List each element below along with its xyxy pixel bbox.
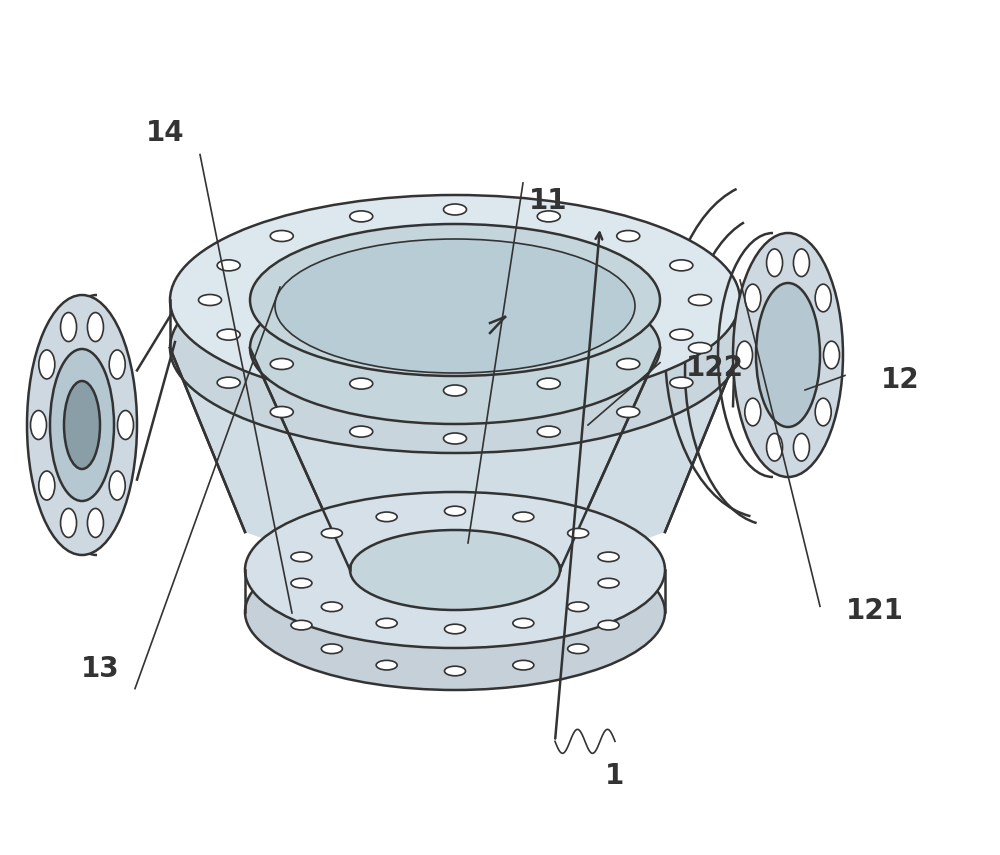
Ellipse shape (291, 578, 312, 588)
Ellipse shape (275, 239, 635, 373)
Ellipse shape (291, 621, 312, 630)
Ellipse shape (87, 509, 103, 538)
Ellipse shape (170, 195, 740, 405)
Ellipse shape (513, 660, 534, 670)
Ellipse shape (513, 512, 534, 522)
Text: 13: 13 (81, 655, 119, 682)
Ellipse shape (824, 341, 840, 369)
Ellipse shape (64, 381, 100, 469)
Ellipse shape (321, 528, 342, 538)
Ellipse shape (87, 313, 103, 341)
Text: 14: 14 (146, 119, 184, 146)
Ellipse shape (61, 509, 77, 538)
Ellipse shape (350, 530, 560, 610)
Ellipse shape (745, 398, 761, 426)
Ellipse shape (250, 224, 660, 376)
Ellipse shape (217, 260, 240, 271)
Ellipse shape (688, 343, 712, 353)
Ellipse shape (270, 231, 293, 241)
Ellipse shape (321, 602, 342, 611)
Ellipse shape (815, 284, 831, 312)
Text: 122: 122 (686, 354, 744, 381)
Ellipse shape (537, 426, 560, 437)
Ellipse shape (444, 624, 466, 634)
Ellipse shape (617, 358, 640, 369)
Ellipse shape (756, 283, 820, 427)
Ellipse shape (733, 233, 843, 477)
Ellipse shape (568, 602, 589, 611)
Ellipse shape (170, 243, 740, 453)
Text: 1: 1 (605, 763, 625, 790)
Ellipse shape (245, 534, 665, 690)
Ellipse shape (736, 341, 753, 369)
Ellipse shape (350, 426, 373, 437)
Ellipse shape (118, 410, 134, 439)
Ellipse shape (250, 272, 660, 424)
Ellipse shape (443, 433, 466, 444)
Ellipse shape (61, 313, 77, 341)
Ellipse shape (598, 578, 619, 588)
Ellipse shape (598, 552, 619, 562)
Ellipse shape (670, 260, 693, 271)
Ellipse shape (50, 349, 114, 501)
Ellipse shape (217, 329, 240, 340)
Ellipse shape (537, 211, 560, 222)
Ellipse shape (27, 295, 137, 555)
Ellipse shape (444, 506, 466, 516)
Ellipse shape (443, 385, 466, 396)
Ellipse shape (617, 231, 640, 241)
Text: 12: 12 (881, 367, 919, 394)
Ellipse shape (444, 666, 466, 675)
Ellipse shape (39, 350, 55, 379)
Ellipse shape (270, 406, 293, 417)
Ellipse shape (350, 211, 373, 222)
Ellipse shape (376, 618, 397, 628)
Text: 11: 11 (529, 187, 567, 215)
Ellipse shape (270, 358, 293, 369)
Ellipse shape (767, 249, 783, 276)
Ellipse shape (291, 552, 312, 562)
Ellipse shape (617, 406, 640, 417)
Ellipse shape (30, 410, 46, 439)
Ellipse shape (321, 644, 342, 653)
Ellipse shape (568, 644, 589, 653)
Ellipse shape (537, 378, 560, 389)
Ellipse shape (688, 294, 712, 305)
Ellipse shape (350, 378, 373, 389)
Ellipse shape (793, 433, 809, 461)
Ellipse shape (745, 284, 761, 312)
Ellipse shape (670, 377, 693, 388)
Ellipse shape (513, 618, 534, 628)
Ellipse shape (793, 249, 809, 276)
Ellipse shape (444, 204, 466, 215)
Ellipse shape (376, 660, 397, 670)
Ellipse shape (767, 433, 783, 461)
Ellipse shape (109, 471, 125, 500)
Ellipse shape (198, 294, 221, 305)
Text: 121: 121 (846, 598, 904, 625)
Ellipse shape (815, 398, 831, 426)
Ellipse shape (670, 329, 693, 340)
Polygon shape (170, 348, 740, 570)
Ellipse shape (598, 621, 619, 630)
Ellipse shape (109, 350, 125, 379)
Ellipse shape (39, 471, 55, 500)
Ellipse shape (245, 492, 665, 648)
Ellipse shape (376, 512, 397, 522)
Ellipse shape (217, 377, 240, 388)
Ellipse shape (568, 528, 589, 538)
